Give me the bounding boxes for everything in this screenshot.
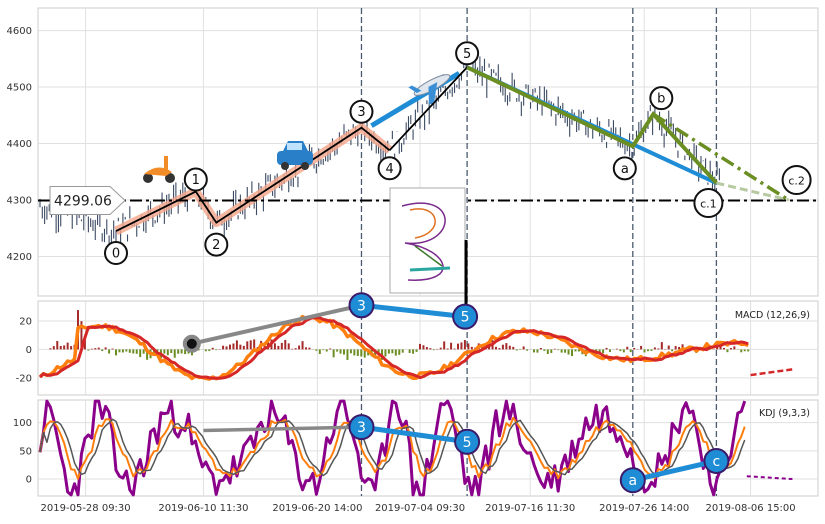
scooter-wheel xyxy=(143,173,153,183)
wave-label: 3 xyxy=(357,105,365,120)
price-y-tick-label: 4300 xyxy=(7,196,32,207)
x-tick-label: 2019-06-20 14:00 xyxy=(272,503,362,514)
inset-curve xyxy=(401,202,446,281)
wave-label: c.1 xyxy=(700,198,717,211)
kdj-marker-circle xyxy=(703,447,730,474)
kdj-divergence-line xyxy=(361,424,468,445)
kdj-marker-label: 5 xyxy=(463,435,472,451)
wave-line xyxy=(388,66,468,151)
macd-marker-label: 3 xyxy=(357,298,366,314)
macd-divergence-line xyxy=(191,303,362,346)
kdj-marker-label: c xyxy=(713,454,721,470)
correction-projection xyxy=(716,181,789,202)
kdj-marker-label: a xyxy=(629,473,638,489)
macd-anchor-dot xyxy=(182,334,201,353)
macd-label: MACD (12,26,9) xyxy=(735,310,810,321)
wave-label: 2 xyxy=(212,238,220,253)
scooter-stem xyxy=(164,156,168,172)
price-y-tick-label: 4200 xyxy=(7,252,32,263)
kdj-marker-circle xyxy=(454,428,481,455)
x-tick-label: 2019-07-16 11:30 xyxy=(485,503,575,514)
kdj-marker-label: 3 xyxy=(357,420,366,436)
kdj-divergence-line xyxy=(632,458,717,483)
wave-label-circle xyxy=(183,167,208,192)
kdj-projection xyxy=(746,475,793,481)
car-wheel xyxy=(301,162,309,170)
kdj-y-tick-label: 0 xyxy=(26,475,32,486)
x-tick-label: 2019-07-04 09:30 xyxy=(375,503,465,514)
airplane-icon xyxy=(408,74,451,105)
wave-label-circle xyxy=(455,41,480,66)
x-tick-label: 2019-06-10 11:30 xyxy=(158,503,248,514)
kdj-d-line xyxy=(39,418,746,478)
kdj-marker-circle xyxy=(619,467,646,494)
wave-label-circle xyxy=(693,188,724,219)
correction-line xyxy=(466,65,718,185)
wave-label: 0 xyxy=(112,247,120,262)
wave-label-circle xyxy=(349,99,374,124)
wave-label: a xyxy=(621,162,629,177)
macd-y-tick-label: -20 xyxy=(16,373,32,384)
wave-label: b xyxy=(657,92,665,107)
inset-curve xyxy=(409,208,436,239)
inset-curve xyxy=(414,245,443,267)
scooter-icon xyxy=(143,156,175,183)
wave-label-circle xyxy=(781,165,812,195)
macd-marker-label: 5 xyxy=(461,310,470,326)
price-label: 4299.06 xyxy=(54,194,112,210)
price-y-tick-label: 4500 xyxy=(7,83,32,94)
price-y-tick-label: 4600 xyxy=(7,26,32,37)
wave-line xyxy=(115,126,391,232)
macd-marker-circle xyxy=(452,303,479,330)
scooter-wheel xyxy=(165,173,175,183)
plane-tail xyxy=(408,85,422,93)
car-window xyxy=(287,143,302,150)
price-y-tick-label: 4400 xyxy=(7,139,32,150)
kdj-y-tick-label: 50 xyxy=(19,446,32,457)
car-icon xyxy=(277,141,313,170)
macd-projection xyxy=(750,368,793,377)
car-wheel xyxy=(281,162,289,170)
wave-label: 1 xyxy=(192,173,200,188)
wave-label: 4 xyxy=(385,162,393,177)
wave-label-circle xyxy=(204,232,229,257)
kdj-label: KDJ (9,3,3) xyxy=(759,408,810,419)
wave-label-circle xyxy=(612,156,637,181)
inset-curve xyxy=(409,266,451,272)
macd-marker-circle xyxy=(348,292,375,319)
wave-label: c.2 xyxy=(788,175,805,188)
wave-label-circle xyxy=(104,241,128,266)
kdj-marker-circle xyxy=(348,414,375,441)
wave-label-circle xyxy=(649,86,674,111)
kdj-y-tick-label: 100 xyxy=(13,418,32,429)
wave-label: 5 xyxy=(463,47,471,62)
macd-divergence-line xyxy=(361,302,466,320)
plane-wing xyxy=(428,82,438,105)
price-label-box xyxy=(49,186,126,216)
wave-label-circle xyxy=(377,156,402,181)
macd-y-tick-label: 20 xyxy=(19,316,32,327)
car-body xyxy=(277,151,313,165)
macd-y-tick-label: 0 xyxy=(26,345,32,356)
x-tick-label: 2019-08-06 15:00 xyxy=(706,503,796,514)
macd-dea-line xyxy=(38,316,749,380)
kdj-panel xyxy=(37,399,819,497)
kdj-divergence-line xyxy=(203,425,362,433)
kdj-j-line xyxy=(38,399,747,497)
x-tick-label: 2019-05-28 09:30 xyxy=(41,503,131,514)
kdj-k-line xyxy=(39,416,746,480)
x-tick-label: 2019-07-26 14:00 xyxy=(599,503,689,514)
